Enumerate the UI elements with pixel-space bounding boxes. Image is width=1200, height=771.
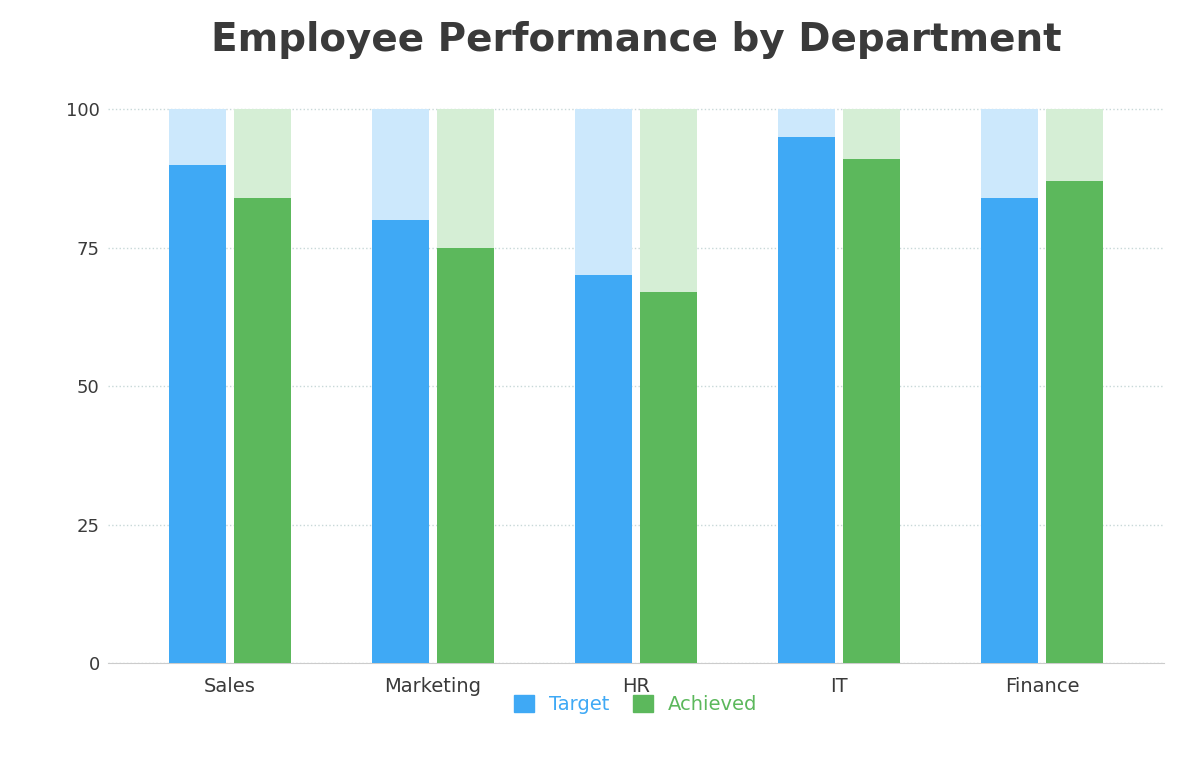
Bar <box>575 275 632 663</box>
Bar <box>437 247 494 663</box>
Bar <box>640 292 697 663</box>
Legend: Target, Achieved: Target, Achieved <box>506 687 766 722</box>
Bar <box>169 164 226 663</box>
Bar <box>982 109 1038 663</box>
Bar <box>169 109 226 663</box>
Bar <box>844 109 900 663</box>
Bar <box>982 198 1038 663</box>
Bar <box>640 109 697 663</box>
Bar <box>1046 181 1103 663</box>
Bar <box>1046 109 1103 663</box>
Bar <box>234 109 290 663</box>
Bar <box>372 109 428 663</box>
Bar <box>372 220 428 663</box>
Bar <box>844 159 900 663</box>
Bar <box>778 136 835 663</box>
Bar <box>234 198 290 663</box>
Bar <box>778 109 835 663</box>
Bar <box>575 109 632 663</box>
Bar <box>437 109 494 663</box>
Title: Employee Performance by Department: Employee Performance by Department <box>211 21 1061 59</box>
